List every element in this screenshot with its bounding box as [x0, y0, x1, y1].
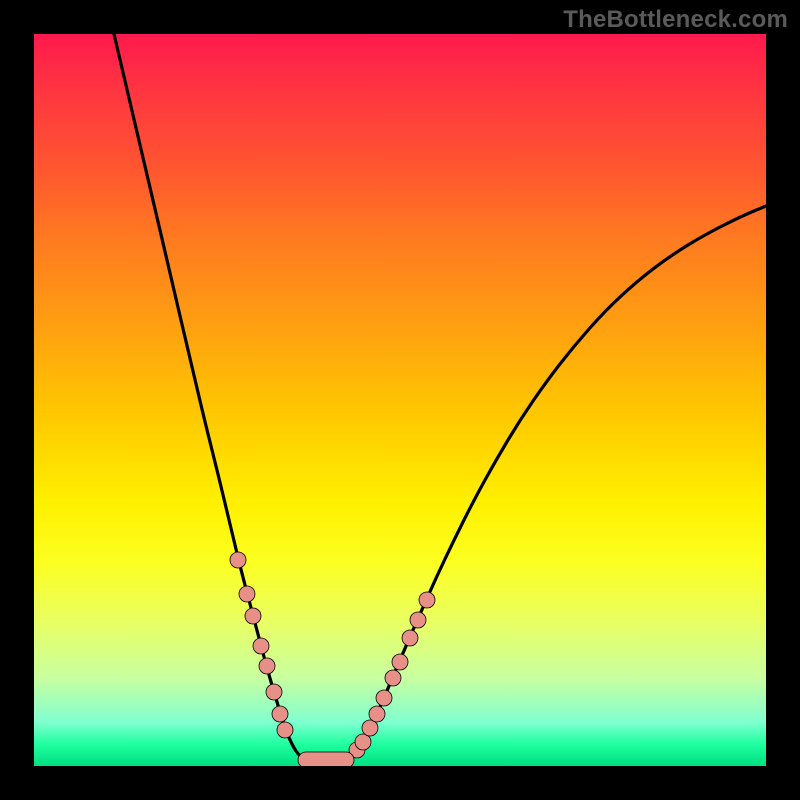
plot-area — [34, 34, 766, 766]
chart-frame: TheBottleneck.com — [0, 0, 800, 800]
watermark-text: TheBottleneck.com — [563, 6, 788, 34]
bottleneck-curve — [34, 34, 766, 766]
